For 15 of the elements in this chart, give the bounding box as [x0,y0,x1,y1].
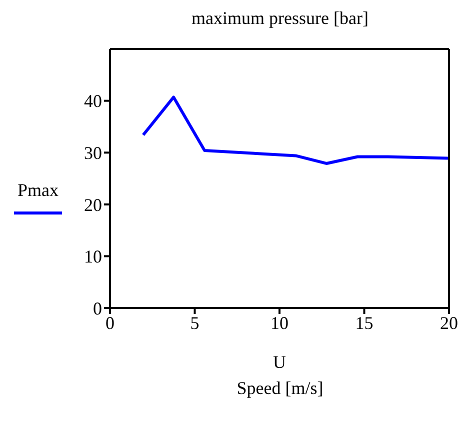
y-tick-label: 10 [84,246,102,267]
x-tick-label: 0 [106,312,114,333]
y-tick-label: 30 [84,142,102,163]
x-tick-label: 10 [270,312,288,333]
x-axis-title: U [273,352,286,372]
chart-title: maximum pressure [bar] [190,8,370,29]
x-tick-label: 15 [355,312,374,333]
text: Speed [m/s] [236,378,324,399]
x-tick-label: 5 [190,312,200,333]
x-tick-label: 20 [440,312,458,333]
line-series [142,96,449,165]
y-tick-label: 40 [84,91,102,112]
y-tick-label: 0 [93,298,102,318]
y-tick-label: 20 [84,194,102,215]
text: Pmax [16,180,60,201]
